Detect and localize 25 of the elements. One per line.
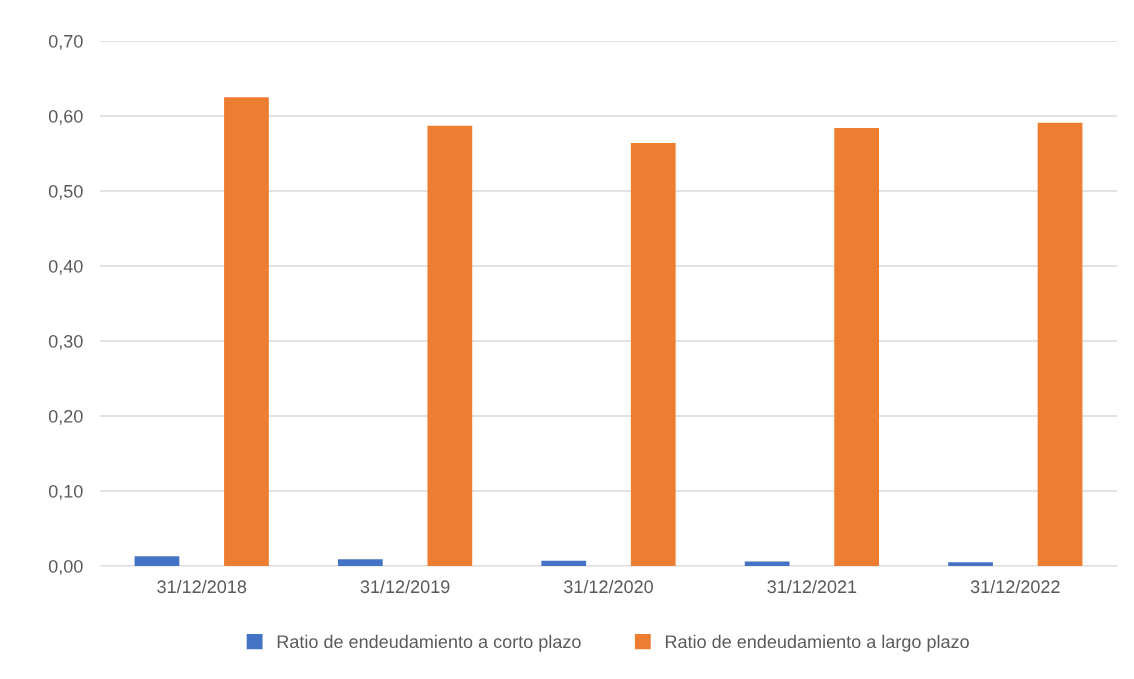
legend-label: Ratio de endeudamiento a largo plazo xyxy=(665,634,969,652)
y-tick-label: 0,50 xyxy=(48,184,83,200)
y-tick-label: 0,30 xyxy=(48,334,83,350)
bar xyxy=(224,97,269,566)
bar xyxy=(744,561,790,566)
bar xyxy=(427,125,473,566)
bar xyxy=(834,128,880,566)
bar xyxy=(1037,122,1083,566)
x-tick-label: 31/12/2022 xyxy=(970,579,1060,594)
bar xyxy=(541,560,587,566)
x-tick-label: 31/12/2021 xyxy=(767,579,857,594)
y-tick-label: 0,40 xyxy=(48,259,83,275)
bar xyxy=(134,556,180,566)
bar xyxy=(630,143,676,566)
y-tick-label: 0,10 xyxy=(48,484,83,500)
x-tick-label: 31/12/2018 xyxy=(157,579,247,594)
legend-label: Ratio de endeudamiento a corto plazo xyxy=(277,634,581,652)
y-tick-label: 0,00 xyxy=(48,559,83,575)
bar xyxy=(948,562,993,566)
bar xyxy=(337,559,383,566)
y-tick-label: 0,20 xyxy=(48,409,83,425)
x-tick-label: 31/12/2020 xyxy=(564,579,653,594)
y-tick-label: 0,60 xyxy=(48,109,83,125)
y-tick-label: 0,70 xyxy=(48,34,83,50)
x-tick-label: 31/12/2019 xyxy=(360,579,450,594)
